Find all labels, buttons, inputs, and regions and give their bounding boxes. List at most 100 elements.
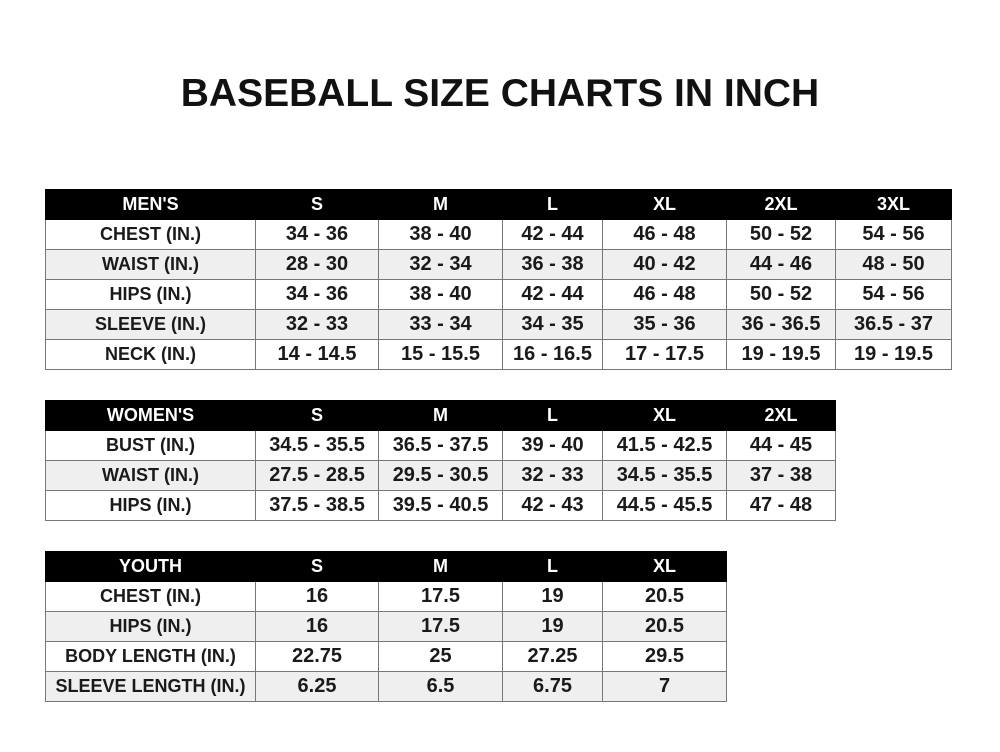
womens-size-table: WOMEN'S S M L XL 2XL BUST (IN.) 34.5 - 35.5 36.5… xyxy=(45,400,836,521)
measurement-label: HIPS (IN.) xyxy=(45,490,256,521)
size-value: 22.75 xyxy=(255,641,379,672)
size-value: 29.5 xyxy=(602,641,727,672)
measurement-label: CHEST (IN.) xyxy=(45,219,256,250)
size-value: 54 - 56 xyxy=(835,279,952,310)
table-row: HIPS (IN.) 16 17.5 19 20.5 xyxy=(45,611,727,642)
size-value: 19 xyxy=(502,581,603,612)
size-header: S xyxy=(255,189,379,220)
size-value: 29.5 - 30.5 xyxy=(378,460,503,491)
size-value: 14 - 14.5 xyxy=(255,339,379,370)
size-value: 44 - 46 xyxy=(726,249,836,280)
size-value: 34.5 - 35.5 xyxy=(602,460,727,491)
size-value: 46 - 48 xyxy=(602,219,727,250)
size-value: 37.5 - 38.5 xyxy=(255,490,379,521)
table-row: HIPS (IN.) 37.5 - 38.5 39.5 - 40.5 42 - 43 4… xyxy=(45,490,836,521)
size-header: M xyxy=(378,551,503,582)
size-value: 32 - 33 xyxy=(255,309,379,340)
size-value: 7 xyxy=(602,671,727,702)
size-header: 2XL xyxy=(726,400,836,431)
youth-size-table: YOUTH S M L XL CHEST (IN.) 16 17.5 19 20.5 HIPS (I… xyxy=(45,551,727,702)
size-value: 38 - 40 xyxy=(378,219,503,250)
size-header: 2XL xyxy=(726,189,836,220)
size-value: 17.5 xyxy=(378,581,503,612)
table-row: NECK (IN.) 14 - 14.5 15 - 15.5 16 - 16.5 17 … xyxy=(45,339,952,370)
size-value: 42 - 43 xyxy=(502,490,603,521)
header-row: MEN'S S M L XL 2XL 3XL xyxy=(45,189,952,220)
size-header: S xyxy=(255,400,379,431)
size-value: 20.5 xyxy=(602,581,727,612)
size-value: 19 xyxy=(502,611,603,642)
size-value: 48 - 50 xyxy=(835,249,952,280)
table-row: CHEST (IN.) 34 - 36 38 - 40 42 - 44 46 - 48 5… xyxy=(45,219,952,250)
size-value: 34 - 36 xyxy=(255,279,379,310)
size-header: XL xyxy=(602,551,727,582)
size-value: 40 - 42 xyxy=(602,249,727,280)
measurement-label: WAIST (IN.) xyxy=(45,249,256,280)
measurement-label: NECK (IN.) xyxy=(45,339,256,370)
size-value: 39 - 40 xyxy=(502,430,603,461)
size-value: 34.5 - 35.5 xyxy=(255,430,379,461)
size-value: 27.25 xyxy=(502,641,603,672)
size-value: 6.25 xyxy=(255,671,379,702)
size-value: 36.5 - 37.5 xyxy=(378,430,503,461)
header-row: YOUTH S M L XL xyxy=(45,551,727,582)
table-row: WAIST (IN.) 28 - 30 32 - 34 36 - 38 40 - 42 4… xyxy=(45,249,952,280)
size-value: 44 - 45 xyxy=(726,430,836,461)
table-row: HIPS (IN.) 34 - 36 38 - 40 42 - 44 46 - 48 50… xyxy=(45,279,952,310)
size-value: 15 - 15.5 xyxy=(378,339,503,370)
table-row: BODY LENGTH (IN.) 22.75 25 27.25 29.5 xyxy=(45,641,727,672)
category-header: YOUTH xyxy=(45,551,256,582)
size-value: 38 - 40 xyxy=(378,279,503,310)
size-header: M xyxy=(378,189,503,220)
size-value: 41.5 - 42.5 xyxy=(602,430,727,461)
size-value: 32 - 34 xyxy=(378,249,503,280)
measurement-label: WAIST (IN.) xyxy=(45,460,256,491)
size-value: 16 - 16.5 xyxy=(502,339,603,370)
size-header: S xyxy=(255,551,379,582)
size-header: L xyxy=(502,189,603,220)
size-value: 54 - 56 xyxy=(835,219,952,250)
size-value: 34 - 35 xyxy=(502,309,603,340)
size-value: 19 - 19.5 xyxy=(726,339,836,370)
size-value: 50 - 52 xyxy=(726,219,836,250)
size-value: 19 - 19.5 xyxy=(835,339,952,370)
measurement-label: CHEST (IN.) xyxy=(45,581,256,612)
size-value: 44.5 - 45.5 xyxy=(602,490,727,521)
size-value: 42 - 44 xyxy=(502,219,603,250)
size-value: 36.5 - 37 xyxy=(835,309,952,340)
size-header: XL xyxy=(602,400,727,431)
size-value: 36 - 36.5 xyxy=(726,309,836,340)
size-value: 46 - 48 xyxy=(602,279,727,310)
size-header: L xyxy=(502,400,603,431)
measurement-label: BUST (IN.) xyxy=(45,430,256,461)
size-value: 28 - 30 xyxy=(255,249,379,280)
table-row: SLEEVE LENGTH (IN.) 6.25 6.5 6.75 7 xyxy=(45,671,727,702)
size-value: 35 - 36 xyxy=(602,309,727,340)
category-header: MEN'S xyxy=(45,189,256,220)
size-value: 50 - 52 xyxy=(726,279,836,310)
size-value: 6.75 xyxy=(502,671,603,702)
size-value: 25 xyxy=(378,641,503,672)
size-value: 33 - 34 xyxy=(378,309,503,340)
size-header: 3XL xyxy=(835,189,952,220)
size-header: M xyxy=(378,400,503,431)
size-value: 17 - 17.5 xyxy=(602,339,727,370)
category-header: WOMEN'S xyxy=(45,400,256,431)
measurement-label: HIPS (IN.) xyxy=(45,279,256,310)
header-row: WOMEN'S S M L XL 2XL xyxy=(45,400,836,431)
size-value: 36 - 38 xyxy=(502,249,603,280)
table-row: CHEST (IN.) 16 17.5 19 20.5 xyxy=(45,581,727,612)
size-value: 34 - 36 xyxy=(255,219,379,250)
table-row: SLEEVE (IN.) 32 - 33 33 - 34 34 - 35 35 - 36… xyxy=(45,309,952,340)
measurement-label: HIPS (IN.) xyxy=(45,611,256,642)
size-value: 32 - 33 xyxy=(502,460,603,491)
size-value: 37 - 38 xyxy=(726,460,836,491)
size-value: 47 - 48 xyxy=(726,490,836,521)
table-row: BUST (IN.) 34.5 - 35.5 36.5 - 37.5 39 - 40 4… xyxy=(45,430,836,461)
size-value: 42 - 44 xyxy=(502,279,603,310)
page-title: BASEBALL SIZE CHARTS IN INCH xyxy=(180,72,820,115)
size-value: 27.5 - 28.5 xyxy=(255,460,379,491)
size-value: 17.5 xyxy=(378,611,503,642)
size-value: 39.5 - 40.5 xyxy=(378,490,503,521)
size-header: L xyxy=(502,551,603,582)
